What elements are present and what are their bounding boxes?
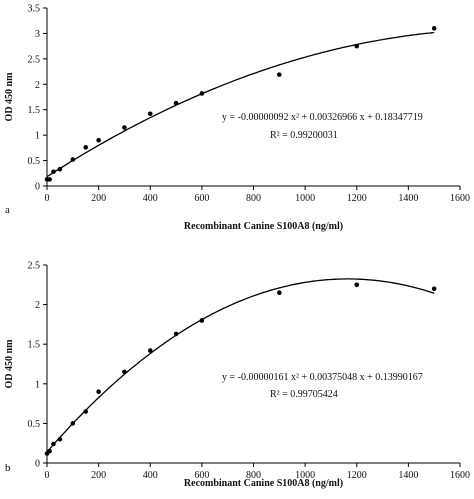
data-point bbox=[277, 72, 282, 77]
data-point bbox=[173, 331, 179, 337]
data-point bbox=[199, 91, 205, 96]
data-point bbox=[173, 100, 179, 106]
data-point bbox=[51, 169, 56, 175]
panel-a: 0 0.5 1 1.5 2 2.5 3 3.5 0 200 400 600 800 1000 1200 140… bbox=[4, 4, 470, 233]
y-axis-title: OD 450 nm bbox=[4, 339, 15, 389]
y-tick-label: 0.5 bbox=[28, 156, 41, 167]
x-tick-label: 400 bbox=[143, 470, 158, 481]
data-point bbox=[51, 441, 56, 447]
y-tick-label: 3 bbox=[35, 29, 40, 40]
data-point bbox=[277, 290, 282, 296]
panel-b: 0 0.5 1 1.5 2 2.5 0 200 400 600 800 1000 1200 1400 160… bbox=[4, 261, 470, 490]
y-tick-label: 0 bbox=[35, 459, 40, 470]
y-tick-label: 2.5 bbox=[28, 261, 41, 272]
data-point bbox=[57, 436, 63, 442]
y-tick-label: 2 bbox=[35, 80, 40, 91]
data-point bbox=[431, 26, 437, 31]
data-point bbox=[47, 177, 52, 182]
y-tick-label: 1 bbox=[35, 379, 40, 390]
data-point bbox=[96, 137, 101, 143]
data-point bbox=[147, 111, 153, 117]
fit-equation: y = -0.00000092 x² + 0.00326966 x + 0.18… bbox=[222, 112, 423, 123]
y-tick-label: 1 bbox=[35, 131, 40, 142]
y-tick-label: 2 bbox=[35, 300, 40, 311]
x-tick-label: 0 bbox=[45, 470, 50, 481]
data-point bbox=[57, 166, 63, 172]
y-tick-label: 0.5 bbox=[28, 419, 41, 430]
x-tick-label: 1600 bbox=[450, 193, 470, 204]
data-point bbox=[122, 125, 127, 130]
x-tick-label: 200 bbox=[91, 193, 106, 204]
x-axis-title: Recombinant Canine S100A8 (ng/ml) bbox=[184, 221, 343, 232]
x-axis-title: Recombinant Canine S100A8 (ng/ml) bbox=[184, 478, 343, 489]
data-point bbox=[83, 409, 89, 414]
r-squared-label: R² = 0.99705424 bbox=[270, 389, 338, 400]
y-tick-label: 1.5 bbox=[28, 340, 41, 351]
fit-curve bbox=[46, 278, 435, 453]
x-tick-label: 200 bbox=[91, 470, 106, 481]
x-tick-label: 400 bbox=[143, 193, 158, 204]
data-point bbox=[147, 348, 153, 353]
data-point bbox=[354, 43, 360, 49]
data-point bbox=[47, 448, 52, 454]
data-point bbox=[96, 389, 101, 395]
x-tick-label: 1400 bbox=[398, 193, 418, 204]
fit-curve bbox=[46, 31, 435, 178]
data-point bbox=[431, 286, 437, 292]
data-point bbox=[199, 318, 205, 323]
y-tick-label: 3.5 bbox=[28, 4, 41, 15]
x-tick-label: 1200 bbox=[347, 193, 367, 204]
r-squared-label: R² = 0.99200031 bbox=[270, 130, 338, 141]
x-tick-label: 600 bbox=[194, 470, 209, 481]
data-point bbox=[83, 145, 89, 150]
y-axis-title: OD 450 nm bbox=[4, 72, 15, 122]
x-tick-label: 0 bbox=[45, 193, 50, 204]
x-tick-label: 800 bbox=[246, 193, 261, 204]
data-point bbox=[354, 282, 360, 288]
x-tick-label: 1600 bbox=[450, 470, 470, 481]
x-tick-label: 600 bbox=[194, 193, 209, 204]
data-point bbox=[70, 421, 76, 426]
x-tick-label: 1000 bbox=[295, 193, 315, 204]
x-tick-label: 1400 bbox=[398, 470, 418, 481]
fit-equation: y = -0.00000161 x² + 0.00375048 x + 0.13… bbox=[222, 372, 423, 383]
data-point bbox=[122, 369, 127, 375]
y-tick-label: 2.5 bbox=[28, 54, 41, 65]
x-tick-label: 1000 bbox=[295, 470, 315, 481]
y-tick-label: 0 bbox=[35, 182, 40, 193]
panel-letter: b bbox=[5, 462, 11, 474]
panel-letter: a bbox=[5, 204, 10, 216]
x-tick-label: 800 bbox=[246, 470, 261, 481]
x-tick-label: 1200 bbox=[347, 470, 367, 481]
data-point bbox=[70, 157, 76, 162]
y-tick-label: 1.5 bbox=[28, 105, 41, 116]
